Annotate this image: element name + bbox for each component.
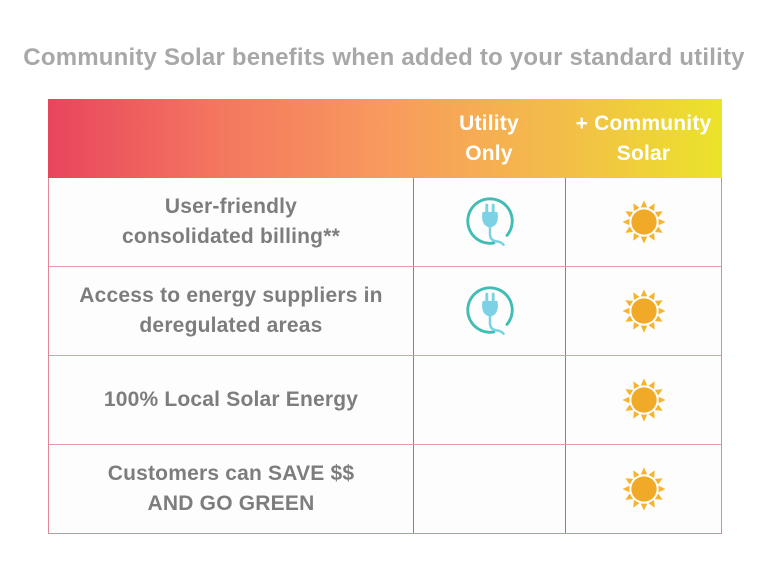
utility-cell <box>413 356 565 444</box>
sun-icon <box>622 378 666 422</box>
community-icon-slot <box>621 199 667 245</box>
sun-icon <box>622 200 666 244</box>
community-icon-slot <box>621 466 667 512</box>
table-row: User-friendly consolidated billing** <box>49 178 721 267</box>
benefit-label: 100% Local Solar Energy <box>103 388 359 411</box>
utility-cell <box>413 445 565 533</box>
sun-icon <box>622 467 666 511</box>
benefits-table: Utility Only + Community Solar User-frie… <box>48 99 722 534</box>
utility-icon-slot <box>461 193 519 251</box>
table-row: Customers can SAVE $$ AND GO GREEN <box>49 445 721 533</box>
utility-icon-slot <box>461 282 519 340</box>
benefit-cell: Customers can SAVE $$ AND GO GREEN <box>49 445 413 533</box>
community-cell <box>565 445 722 533</box>
benefit-label: Access to energy suppliers in deregulate… <box>79 284 383 337</box>
header-cell-community: + Community Solar <box>575 111 712 165</box>
community-cell <box>565 267 722 355</box>
table-body: User-friendly consolidated billing** <box>48 178 722 534</box>
benefit-label: Customers can SAVE $$ AND GO GREEN <box>107 462 355 515</box>
plug-icon <box>465 286 514 335</box>
page-title: Community Solar benefits when added to y… <box>23 44 745 71</box>
sun-icon <box>622 289 666 333</box>
utility-cell <box>413 267 565 355</box>
community-icon-slot <box>621 377 667 423</box>
benefit-cell: User-friendly consolidated billing** <box>49 178 413 266</box>
header-cell-utility: Utility Only <box>459 111 519 165</box>
table-row: 100% Local Solar Energy <box>49 356 721 445</box>
community-cell <box>565 178 722 266</box>
plug-icon <box>465 197 514 246</box>
table-row: Access to energy suppliers in deregulate… <box>49 267 721 356</box>
utility-cell <box>413 178 565 266</box>
community-cell <box>565 356 722 444</box>
table-header: Utility Only + Community Solar <box>48 99 722 178</box>
benefit-cell: Access to energy suppliers in deregulate… <box>49 267 413 355</box>
header-cell-benefit <box>48 99 413 178</box>
benefit-cell: 100% Local Solar Energy <box>49 356 413 444</box>
community-icon-slot <box>621 288 667 334</box>
benefit-label: User-friendly consolidated billing** <box>122 195 340 248</box>
